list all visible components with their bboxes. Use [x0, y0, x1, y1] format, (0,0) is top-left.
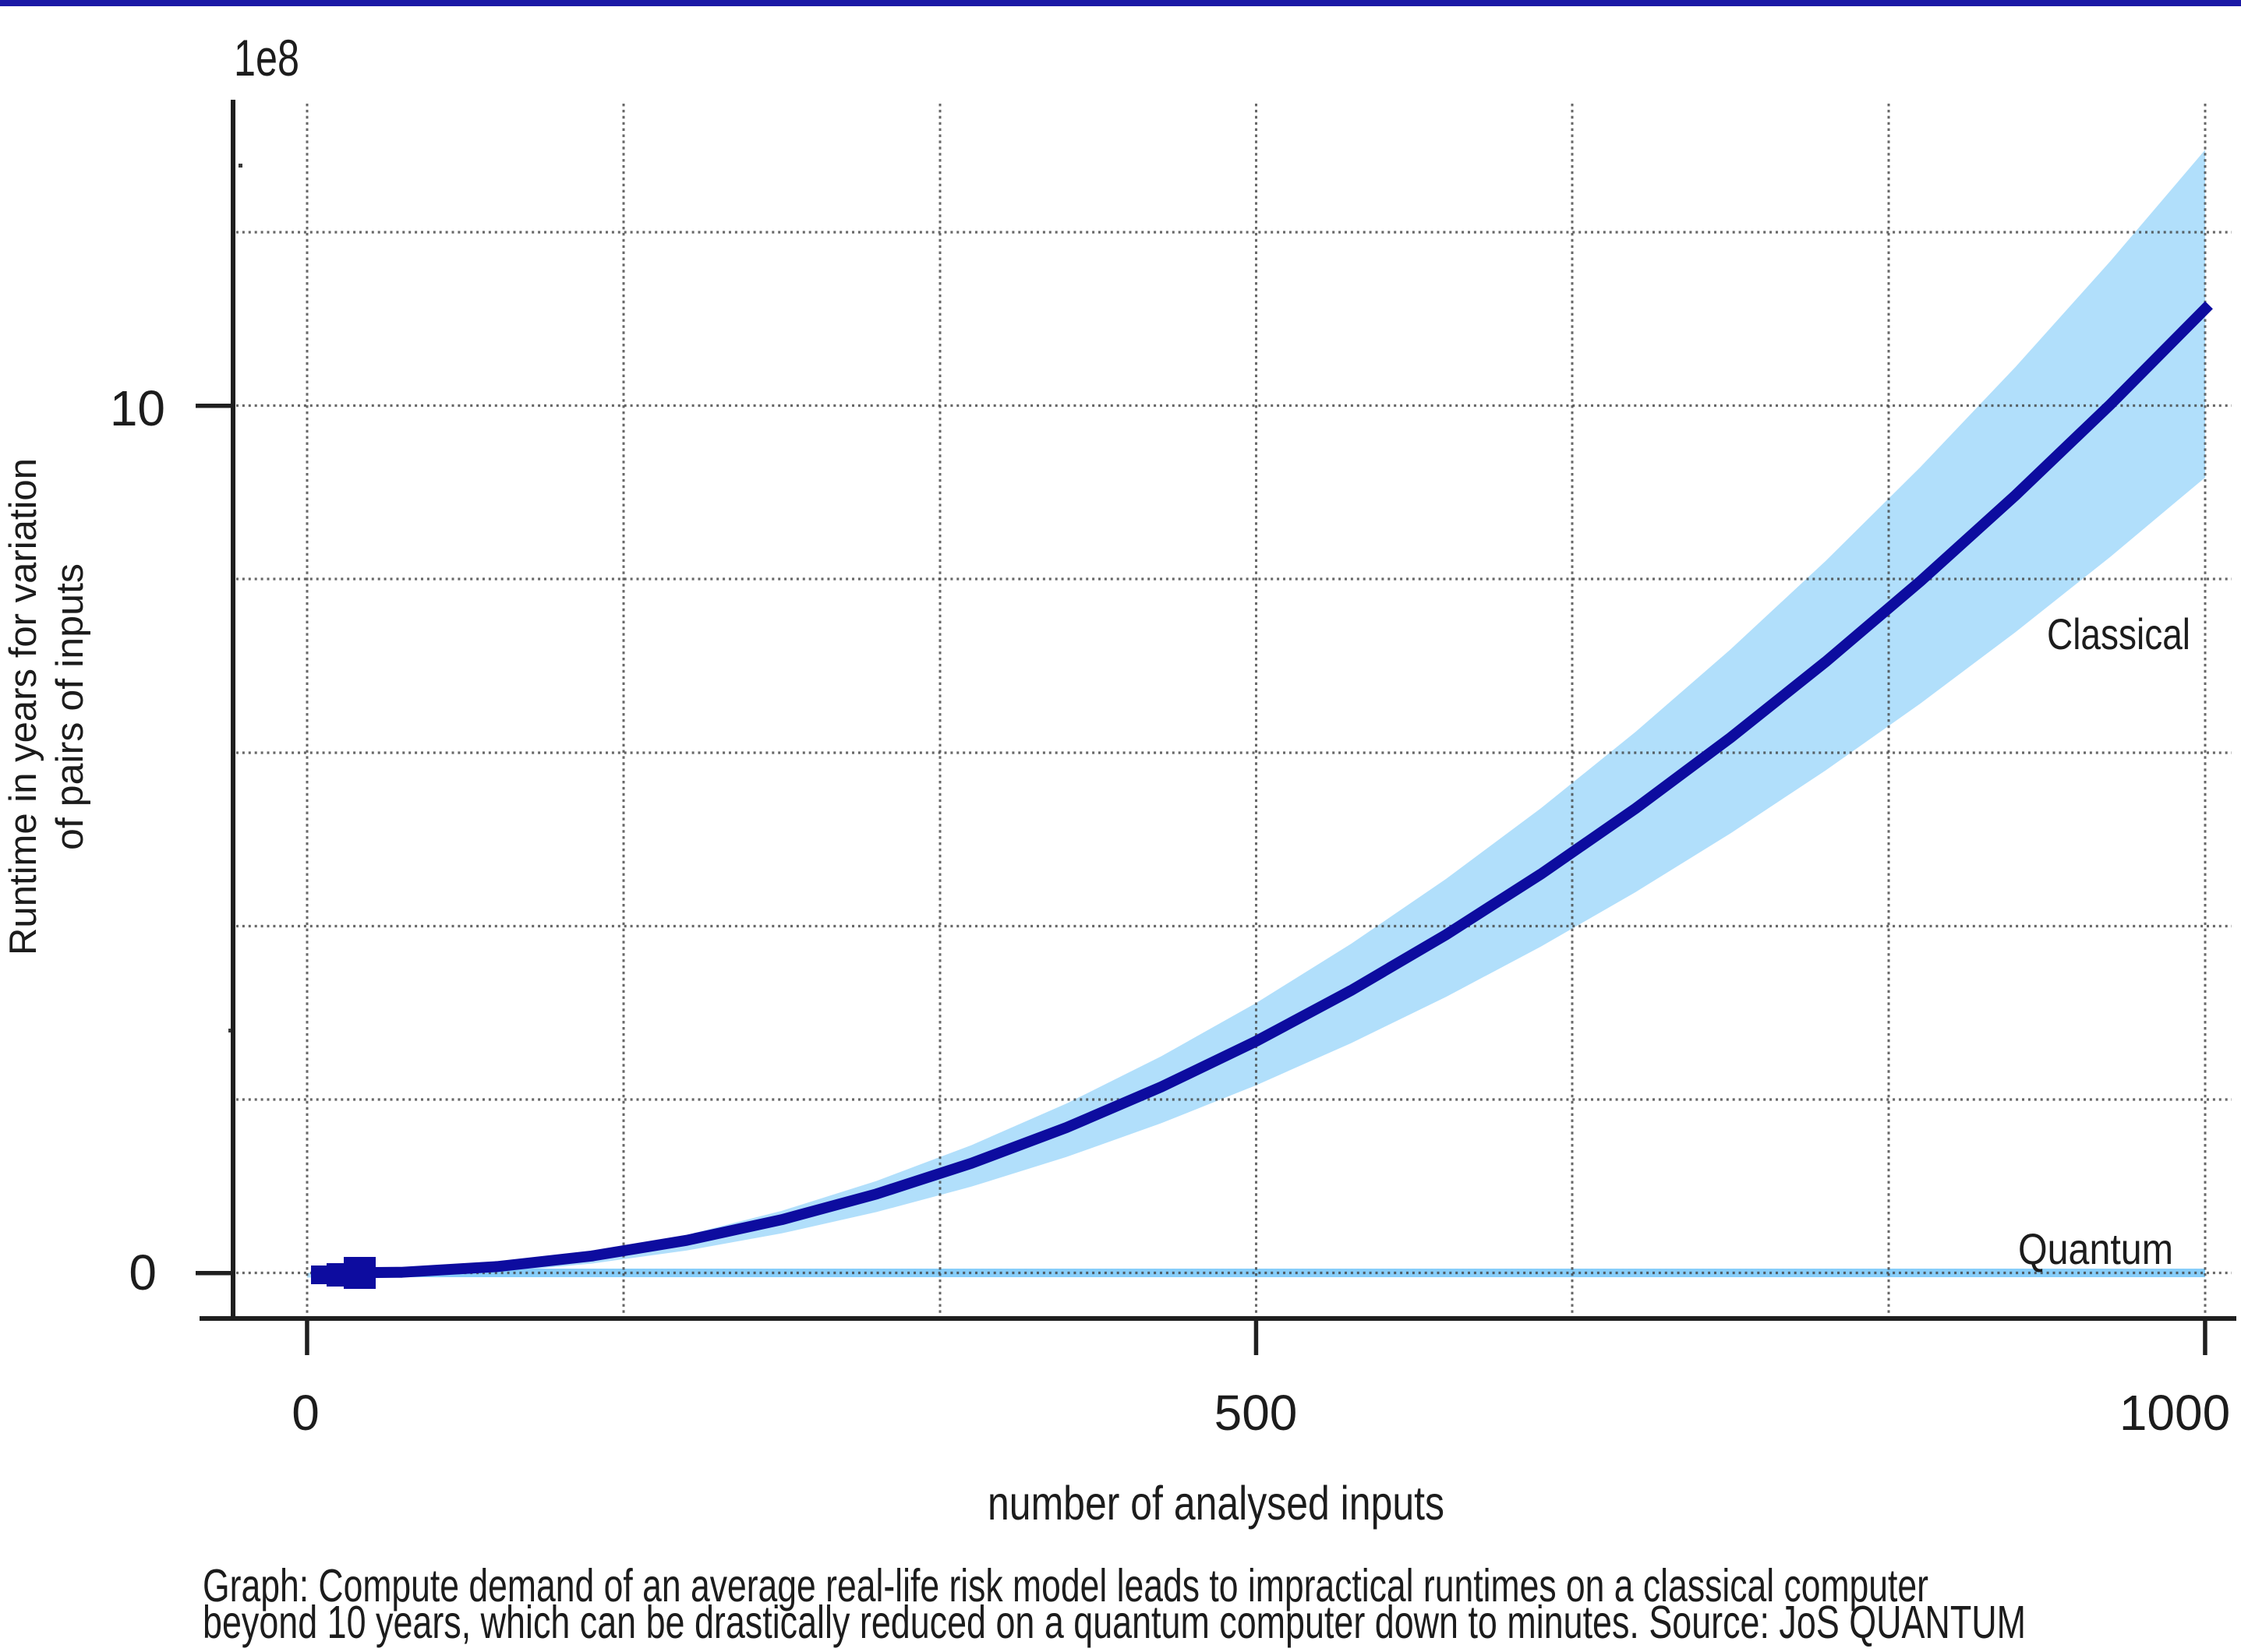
svg-text:10: 10: [110, 380, 165, 436]
svg-text:0: 0: [292, 1385, 320, 1441]
svg-text:500: 500: [1214, 1385, 1298, 1441]
svg-text:of pairs of inputs: of pairs of inputs: [49, 563, 91, 850]
svg-text:1e8: 1e8: [234, 29, 299, 86]
svg-text:Runtime in years for variation: Runtime in years for variation: [2, 458, 44, 955]
svg-text:beyond 10 years, which can be: beyond 10 years, which can be drasticall…: [203, 1597, 2026, 1648]
svg-text:Graph: Compute demand of an av: Graph: Compute demand of an average real…: [203, 1560, 1928, 1611]
svg-text:0: 0: [129, 1244, 157, 1301]
svg-text:1000: 1000: [2119, 1385, 2230, 1441]
svg-text:Classical: Classical: [2047, 609, 2190, 658]
svg-text:number of analysed inputs: number of analysed inputs: [988, 1477, 1444, 1530]
svg-text:Quantum: Quantum: [2018, 1224, 2173, 1273]
